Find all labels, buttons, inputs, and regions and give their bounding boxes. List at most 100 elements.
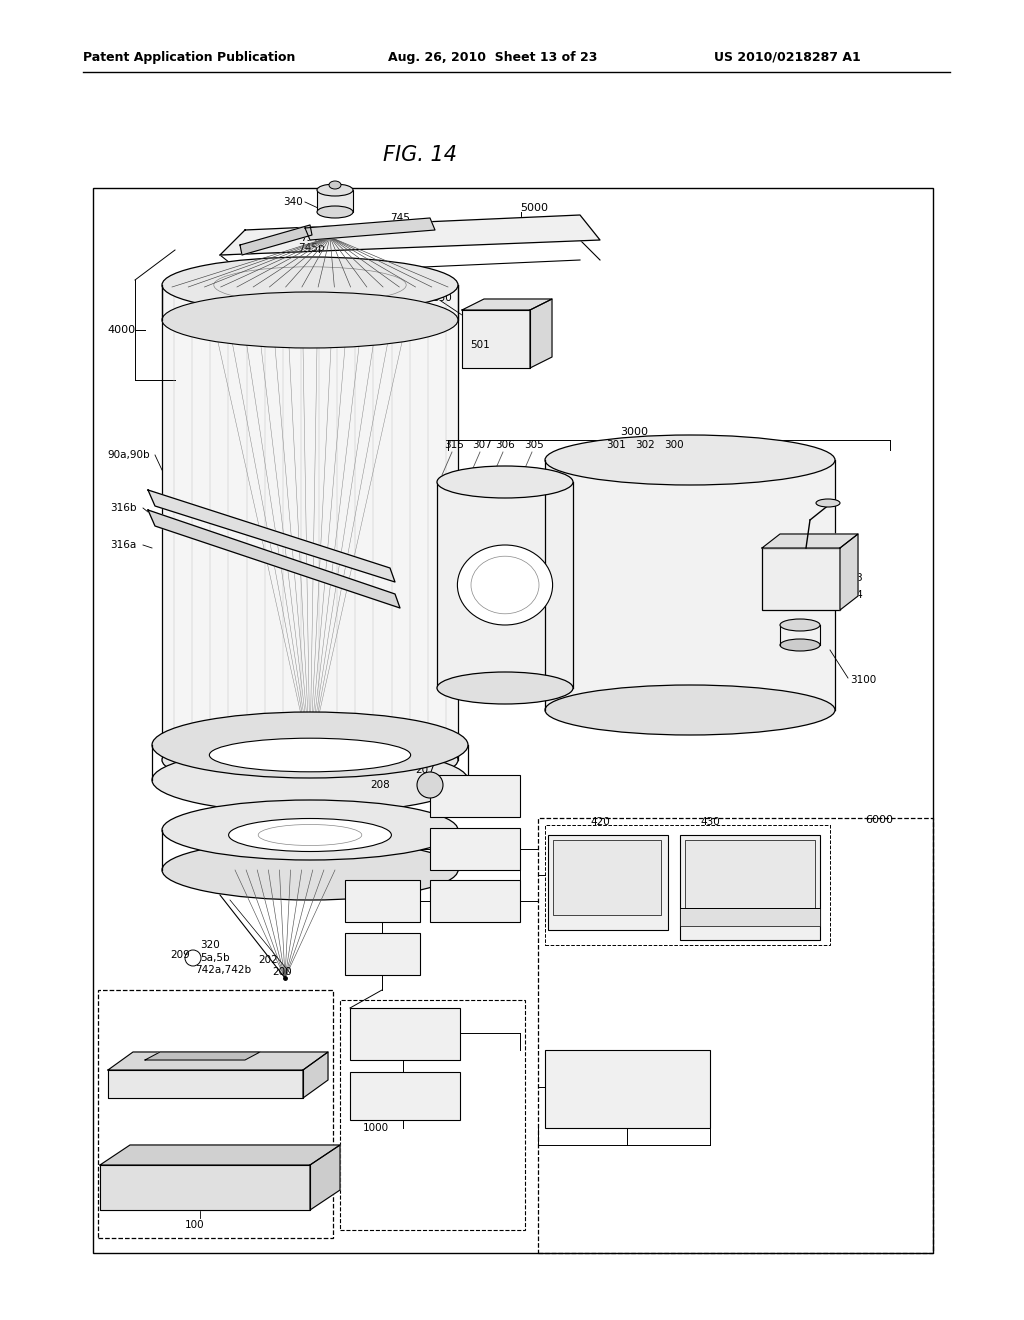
- Ellipse shape: [162, 292, 458, 348]
- Ellipse shape: [417, 772, 443, 799]
- Bar: [98, 990, 333, 1238]
- Text: Patent Application Publication: Patent Application Publication: [83, 50, 295, 63]
- Text: 410: 410: [617, 1082, 637, 1092]
- Ellipse shape: [152, 711, 468, 777]
- Bar: [350, 1072, 460, 1119]
- Ellipse shape: [780, 639, 820, 651]
- Text: 420: 420: [590, 817, 609, 828]
- Ellipse shape: [437, 466, 573, 498]
- Text: 303: 303: [843, 573, 863, 583]
- Text: US 2010/0218287 A1: US 2010/0218287 A1: [714, 50, 861, 63]
- Text: 742a,742b: 742a,742b: [195, 965, 251, 975]
- Bar: [762, 548, 840, 610]
- Bar: [685, 840, 815, 908]
- Bar: [162, 285, 458, 760]
- Text: 204: 204: [372, 894, 392, 903]
- Ellipse shape: [162, 840, 458, 900]
- Text: 1: 1: [153, 1065, 160, 1074]
- Bar: [680, 836, 820, 940]
- Text: 100: 100: [185, 1220, 205, 1230]
- Text: 315: 315: [444, 440, 464, 450]
- Text: 10: 10: [120, 1077, 133, 1086]
- Ellipse shape: [545, 436, 835, 484]
- Bar: [437, 482, 573, 688]
- Polygon shape: [530, 300, 552, 368]
- Ellipse shape: [162, 800, 458, 861]
- Text: 206: 206: [456, 788, 476, 799]
- Ellipse shape: [162, 733, 458, 788]
- Bar: [680, 908, 820, 927]
- Polygon shape: [762, 535, 858, 548]
- Text: 320: 320: [200, 940, 220, 950]
- Ellipse shape: [317, 183, 353, 195]
- Bar: [350, 1008, 460, 1060]
- Text: 745: 745: [390, 213, 410, 223]
- Text: 5a,5b: 5a,5b: [200, 953, 229, 964]
- Text: 5000: 5000: [520, 203, 548, 213]
- Text: 316b: 316b: [110, 503, 136, 513]
- Text: 306: 306: [495, 440, 515, 450]
- Text: 208: 208: [370, 780, 390, 789]
- Polygon shape: [240, 224, 312, 255]
- Bar: [340, 1001, 525, 1230]
- Text: 203: 203: [393, 1028, 413, 1038]
- Text: 300: 300: [664, 440, 684, 450]
- Polygon shape: [100, 1166, 310, 1210]
- Text: 307: 307: [472, 440, 492, 450]
- Polygon shape: [148, 490, 395, 582]
- Text: 340: 340: [283, 197, 303, 207]
- Text: Aug. 26, 2010  Sheet 13 of 23: Aug. 26, 2010 Sheet 13 of 23: [388, 50, 597, 63]
- Bar: [545, 825, 830, 945]
- Ellipse shape: [317, 206, 353, 218]
- Text: 209: 209: [170, 950, 189, 960]
- Text: 2000: 2000: [390, 758, 416, 768]
- Polygon shape: [108, 1052, 328, 1071]
- Bar: [545, 459, 835, 710]
- Ellipse shape: [228, 818, 391, 851]
- Text: 745p: 745p: [298, 243, 325, 253]
- Text: 202: 202: [258, 954, 278, 965]
- Text: 4000: 4000: [106, 325, 135, 335]
- Bar: [430, 775, 520, 817]
- Polygon shape: [220, 215, 600, 255]
- Polygon shape: [305, 218, 435, 240]
- Bar: [345, 880, 420, 921]
- Bar: [93, 187, 933, 1253]
- Bar: [548, 836, 668, 931]
- Polygon shape: [145, 1052, 260, 1060]
- Ellipse shape: [545, 685, 835, 735]
- Text: FIG. 14: FIG. 14: [383, 145, 457, 165]
- Text: 6000: 6000: [865, 814, 893, 825]
- Polygon shape: [462, 300, 552, 310]
- Ellipse shape: [437, 672, 573, 704]
- Text: 207: 207: [415, 766, 435, 775]
- Bar: [430, 828, 520, 870]
- Text: 101: 101: [393, 1089, 413, 1100]
- Ellipse shape: [458, 545, 553, 624]
- Ellipse shape: [329, 181, 341, 189]
- Text: 757: 757: [300, 234, 319, 243]
- Text: 205: 205: [456, 842, 476, 851]
- Polygon shape: [303, 1052, 328, 1098]
- Bar: [538, 818, 933, 1253]
- Bar: [317, 190, 353, 213]
- Polygon shape: [148, 510, 400, 609]
- Text: 90a,90b: 90a,90b: [106, 450, 150, 459]
- Text: 501: 501: [470, 341, 489, 350]
- Text: 3000: 3000: [620, 426, 648, 437]
- Polygon shape: [840, 535, 858, 610]
- Text: 301: 301: [606, 440, 626, 450]
- Text: 330: 330: [432, 293, 452, 304]
- Ellipse shape: [162, 257, 458, 313]
- Bar: [345, 933, 420, 975]
- Polygon shape: [100, 1144, 340, 1166]
- Text: 202: 202: [372, 946, 392, 957]
- Text: 1000: 1000: [362, 1123, 389, 1133]
- Ellipse shape: [816, 499, 840, 507]
- Text: 3100: 3100: [850, 675, 877, 685]
- Text: 302: 302: [635, 440, 654, 450]
- Text: 400: 400: [456, 894, 476, 903]
- Text: 200: 200: [272, 968, 292, 977]
- Bar: [553, 840, 662, 915]
- Ellipse shape: [152, 747, 468, 813]
